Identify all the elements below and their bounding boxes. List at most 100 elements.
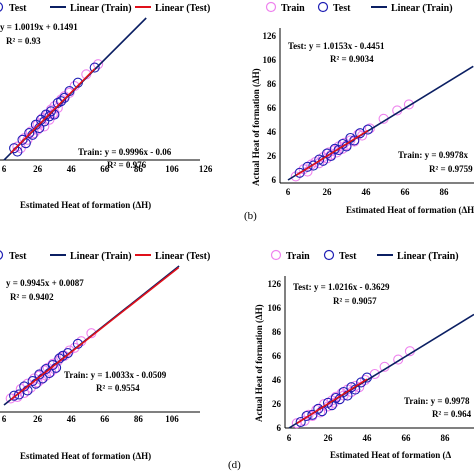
x-axis-label: Estimated Heat of formation (ΔH)	[20, 451, 151, 461]
x-tick-label: 106	[165, 414, 179, 424]
legend-test-marker	[323, 249, 335, 261]
test-point	[349, 135, 360, 146]
panel-d: Train Test Linear (Train) 6 26 46 66 86 6 26 4…	[228, 249, 474, 471]
test-point	[27, 376, 38, 387]
x-tick-label: 6	[286, 187, 291, 197]
test-point	[302, 161, 313, 172]
legend-linear-test-label: Linear (Test)	[155, 3, 210, 14]
x-tick-label: 6	[287, 433, 292, 443]
x-tick-label: 66	[100, 164, 110, 174]
train-point	[350, 380, 361, 392]
x-tick-label: 6	[2, 164, 7, 174]
x-tick-label: 106	[165, 164, 179, 174]
test-point	[39, 116, 50, 127]
test-fit-line	[295, 129, 369, 177]
test-equation: Test: y = 1.0153x - 0.4451	[288, 41, 385, 51]
legend-test-label: Test	[9, 251, 27, 262]
test-point	[17, 134, 28, 145]
test-point	[9, 390, 20, 401]
test-r2: R² = 0.9034	[330, 54, 374, 64]
train-equation: Train: y = 0.9978x	[398, 150, 468, 160]
y-tick-label: 106	[263, 55, 277, 65]
y-tick-label: 106	[268, 303, 282, 313]
x-tick-label: 26	[323, 187, 333, 197]
test-point	[301, 410, 312, 422]
test-fit-line	[10, 68, 96, 154]
test-equation: y = 1.0019x + 0.1491	[0, 22, 78, 32]
test-point	[59, 92, 70, 103]
test-r2: R² = 0.9402	[10, 292, 54, 302]
y-axis-label: Actual Heat of formation (ΔH)	[254, 304, 264, 422]
panel-b: Train Test Linear (Train) 6 26 46 66 86 6 26 4…	[244, 1, 474, 222]
x-tick-label: 86	[440, 187, 450, 197]
train-equation: Train: y = 0.9978	[404, 396, 470, 406]
x-tick-label: 66	[100, 414, 110, 424]
x-tick-label: 86	[441, 433, 451, 443]
y-tick-label: 86	[267, 79, 277, 89]
test-point	[14, 389, 25, 400]
test-point	[362, 124, 373, 135]
panel-label-d: (d)	[228, 459, 241, 471]
y-tick-label: 6	[277, 423, 282, 433]
x-tick-label: 46	[362, 187, 372, 197]
train-point	[393, 354, 404, 365]
x-tick-label: 86	[134, 414, 144, 424]
train-r2: R² = 0.976	[107, 160, 147, 170]
y-tick-label: 46	[267, 127, 277, 137]
test-point	[44, 111, 55, 122]
legend-train-marker	[270, 249, 282, 261]
legend-linear-train-label: Linear (Train)	[70, 3, 132, 14]
train-point	[93, 59, 104, 70]
x-tick-label: 26	[33, 414, 43, 424]
test-r2: R² = 0.9057	[333, 296, 377, 306]
train-point	[5, 393, 16, 404]
y-tick-label: 66	[272, 351, 282, 361]
test-point	[89, 62, 100, 73]
legend-test-label: Test	[339, 251, 357, 262]
legend-train-label: Train	[286, 251, 310, 262]
x-axis-label: Estimated Heat of formation (Δ	[330, 450, 451, 460]
test-point	[56, 96, 67, 107]
y-tick-label: 46	[272, 375, 282, 385]
test-point	[295, 416, 306, 428]
test-fit-line	[10, 266, 180, 401]
y-tick-label: 126	[263, 31, 277, 41]
test-point	[47, 360, 58, 371]
test-fit-line	[296, 378, 368, 425]
y-tick-label: 86	[272, 327, 282, 337]
train-equation: Train: y = 0.9996x - 0.06	[78, 147, 172, 157]
x-axis-label: Estimated Heat of formation (ΔH	[346, 205, 474, 215]
legend-test-marker	[0, 2, 4, 12]
x-tick-label: 126	[199, 164, 213, 174]
test-point	[62, 348, 73, 359]
legend-test-marker	[317, 1, 329, 13]
x-tick-label: 66	[402, 433, 412, 443]
x-tick-label: 46	[363, 433, 373, 443]
train-point	[303, 409, 314, 420]
x-tick-label: 86	[134, 164, 144, 174]
train-r2: R² = 0.9554	[96, 383, 140, 393]
train-point	[291, 418, 302, 429]
x-tick-label: 46	[67, 164, 77, 174]
test-point	[314, 154, 325, 165]
legend-test-label: Test	[9, 3, 27, 14]
panel-c: Test Linear (Train) Linear (Test) 6 26 46 6…	[0, 250, 210, 461]
train-point	[357, 130, 368, 141]
test-point	[308, 160, 319, 171]
legend-test-label: Test	[333, 3, 351, 14]
panel-label-b: (b)	[244, 210, 257, 222]
test-point	[45, 106, 57, 117]
test-point	[294, 167, 305, 178]
test-r2: R² = 0.93	[6, 36, 41, 46]
test-equation: y = 0.9945x + 0.0087	[6, 278, 84, 288]
x-axis-label: Estimated Heat of formation (ΔH)	[20, 200, 151, 210]
legend-train-marker	[265, 1, 277, 13]
train-r2: R² = 0.964	[432, 409, 472, 419]
train-point	[364, 123, 375, 134]
test-equation: Test: y = 1.0216x - 0.3629	[293, 282, 390, 292]
legend-linear-train-label: Linear (Train)	[397, 251, 459, 262]
x-tick-label: 66	[401, 187, 411, 197]
train-r2: R² = 0.9759	[429, 164, 473, 174]
y-tick-label: 6	[272, 175, 277, 185]
